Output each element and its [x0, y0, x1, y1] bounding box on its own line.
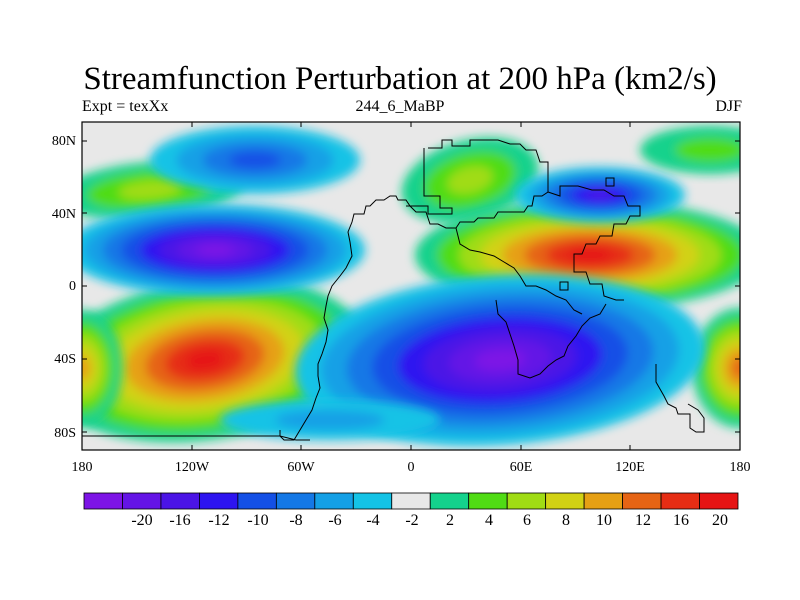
colorbar-box	[583, 492, 623, 510]
contour-band	[585, 190, 615, 200]
contour-band	[675, 138, 740, 162]
contour-cell	[82, 310, 122, 426]
colorbar-box	[237, 492, 277, 510]
colorbar-box	[275, 492, 316, 510]
coast-antarctic	[82, 435, 310, 441]
colorbar-label: -4	[366, 512, 380, 529]
contour-cell	[295, 274, 705, 446]
colorbar	[83, 492, 739, 510]
coast-arabia	[455, 227, 583, 315]
colorbar-label: 4	[485, 512, 493, 529]
lat-label-40n: 40N	[51, 207, 76, 222]
contour-band	[196, 244, 234, 256]
colorbar-box	[314, 492, 354, 510]
left-string: Expt = texXx	[82, 98, 169, 115]
colorbar-box	[391, 492, 431, 510]
colorbar-label: -2	[405, 512, 419, 529]
lon-label-120e: 120E	[615, 460, 645, 475]
lat-label-40s: 40S	[54, 352, 76, 367]
contour-band	[474, 349, 526, 371]
coast-northern-arc	[406, 148, 453, 215]
contour-band	[228, 151, 282, 169]
lon-label-60e: 60E	[509, 460, 533, 475]
colorbar-box	[468, 492, 508, 510]
colorbar-box	[352, 492, 393, 510]
contour-cell	[82, 204, 365, 296]
colorbar-label: -10	[247, 512, 269, 529]
lat-label-80s: 80S	[54, 426, 76, 441]
center-string: 244_6_MaBP	[355, 98, 445, 115]
contour-band	[118, 180, 182, 200]
colorbar-box	[622, 492, 662, 510]
colorbar-box	[699, 492, 739, 510]
coast-eurasia	[547, 185, 641, 301]
colorbar-label: -8	[289, 512, 303, 529]
contour-band	[732, 358, 740, 378]
contour-cell	[401, 137, 539, 223]
lon-label-180e: 180	[729, 460, 751, 475]
contour-band	[82, 356, 90, 380]
coast-small-islands	[559, 177, 615, 291]
contour-cell	[82, 277, 364, 443]
lon-label-0: 0	[407, 460, 415, 475]
colorbar-label: 10	[596, 512, 612, 529]
colorbar-box	[160, 492, 200, 510]
colorbar-label: 6	[523, 512, 531, 529]
colorbar-box	[506, 492, 547, 510]
lon-label-180w: 180	[71, 460, 93, 475]
right-string: DJF	[715, 98, 742, 115]
contour-band	[447, 165, 493, 195]
lon-label-120w: 120W	[174, 460, 210, 475]
coast-southern	[495, 299, 607, 379]
plot-title: Streamfunction Perturbation at 200 hPa (…	[83, 61, 717, 97]
contour-cell	[640, 126, 740, 174]
lat-label-0: 0	[69, 279, 76, 294]
contour-cell	[220, 400, 440, 440]
coast-oceania	[655, 364, 705, 433]
colorbar-label: 12	[635, 512, 651, 529]
contour-cell	[515, 167, 685, 223]
contour-fill	[82, 126, 740, 446]
colorbar-label: -20	[131, 512, 153, 529]
colorbar-label: -6	[328, 512, 342, 529]
colorbar-label: 2	[446, 512, 454, 529]
colorbar-box	[199, 492, 239, 510]
colorbar-label: 8	[562, 512, 570, 529]
lon-label-60w: 60W	[287, 460, 315, 475]
colorbar-label: 16	[673, 512, 689, 529]
contour-band	[185, 349, 225, 371]
contour-cell	[415, 200, 740, 310]
colorbar-label: -16	[169, 512, 191, 529]
colorbar-box	[429, 492, 470, 510]
colorbar-label: 20	[712, 512, 728, 529]
contour-band	[275, 410, 385, 430]
colorbar-box	[545, 492, 585, 510]
colorbar-box	[660, 492, 700, 510]
colorbar-label: -12	[208, 512, 230, 529]
colorbar-box	[122, 492, 162, 510]
lat-label-80n: 80N	[51, 134, 76, 149]
coast-americas	[279, 139, 549, 441]
contour-cell	[150, 126, 360, 194]
axis-ticks	[81, 122, 741, 450]
colorbar-box	[83, 492, 123, 510]
contour-cell	[692, 308, 740, 428]
coastline-outline	[82, 139, 705, 441]
contour-band	[568, 248, 612, 262]
